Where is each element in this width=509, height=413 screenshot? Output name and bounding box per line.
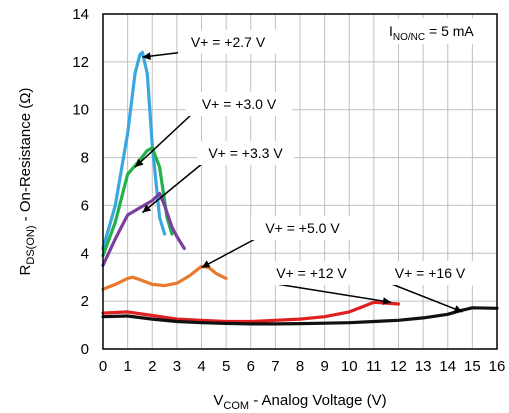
annotation-arrow (269, 282, 392, 304)
x-tick-label: 2 (148, 358, 156, 375)
x-tick-label: 16 (489, 358, 506, 375)
y-tick-label: 2 (81, 293, 89, 310)
series-line (101, 50, 167, 251)
x-tick-label: 1 (123, 358, 131, 375)
arrow-head (135, 158, 144, 168)
annotation-arrow (141, 162, 204, 214)
annotation-box (251, 216, 354, 240)
x-tick-label: 4 (197, 358, 205, 375)
series-layer (101, 50, 499, 326)
y-tick-label: 6 (81, 197, 89, 214)
condition-label: INO/NC = 5 mA (389, 23, 474, 43)
series-line (101, 306, 499, 326)
series-label: V+ = +2.7 V (191, 34, 266, 50)
arrow-head (142, 52, 151, 60)
annotation-arrow (388, 282, 463, 313)
y-tick-label: 8 (81, 150, 89, 167)
series-label: V+ = +5.0 V (265, 220, 340, 236)
x-tick-label: 12 (390, 358, 407, 375)
annotation-box (186, 92, 292, 116)
condition-box: INO/NC = 5 mA (384, 18, 492, 44)
plot-frame (102, 13, 498, 350)
x-tick-label: 9 (320, 358, 328, 375)
series-line (101, 300, 401, 324)
series-label: V+ = +16 V (395, 265, 466, 281)
arrow-head (142, 204, 152, 213)
series-line (101, 264, 228, 291)
series-label: V+ = +3.3 V (208, 145, 283, 161)
x-tick-label: 10 (341, 358, 358, 375)
y-tick-label: 12 (72, 54, 89, 71)
x-tick-label: 7 (271, 358, 279, 375)
series-line (101, 146, 174, 258)
x-tick-label: 8 (296, 358, 304, 375)
arrow-head (201, 260, 211, 268)
annotations: V+ = +2.7 V V+ = +3.0 V V+ = +3.3 V V+ = +5… (134, 30, 477, 313)
y-tick-label: 14 (72, 6, 89, 23)
x-tick-label: 11 (366, 358, 382, 375)
x-tick-label: 15 (464, 358, 481, 375)
annotation-box (178, 30, 278, 54)
x-tick-label: 3 (173, 358, 181, 375)
series-line (101, 191, 186, 267)
series-label: V+ = +3.0 V (202, 96, 277, 112)
x-tick-label: 13 (415, 358, 432, 375)
y-axis-label: RDS(ON) - On-Resistance (Ω) (17, 88, 37, 276)
annotation-box (264, 261, 359, 285)
x-tick-label: 6 (247, 358, 255, 375)
arrow-head (453, 305, 463, 313)
annotation-box (197, 141, 294, 165)
x-tick-label: 14 (439, 358, 456, 375)
y-tick-label: 4 (81, 245, 89, 262)
annotation-box (383, 261, 477, 285)
y-tick-label: 10 (72, 102, 89, 119)
annotation-arrow (201, 237, 258, 269)
arrow-head (382, 297, 392, 305)
annotation-arrow (134, 113, 193, 168)
y-tick-label: 0 (81, 341, 89, 358)
series-label: V+ = +12 V (276, 265, 347, 281)
x-axis-label: VCOM - Analog Voltage (V) (213, 392, 386, 412)
x-tick-label: 0 (99, 358, 107, 375)
x-tick-label: 5 (222, 358, 230, 375)
